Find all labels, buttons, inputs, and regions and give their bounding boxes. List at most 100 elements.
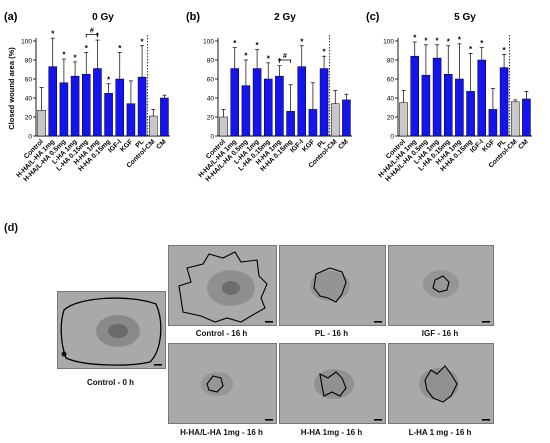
bar [81,74,91,137]
bar [148,115,158,137]
micrograph-pl-16h [279,245,386,326]
bar [319,68,329,137]
significance-star: * [503,46,507,55]
y-tick-label: 60 [387,77,395,84]
panel-label: (b) [186,11,200,23]
photo-caption: Control - 16 h [195,329,248,338]
significance-star: * [458,35,462,44]
micrograph-control-0h [57,291,166,369]
y-tick-label: 60 [25,77,33,84]
x-tick-label: PL [316,138,327,149]
bar [488,109,498,137]
bar [230,68,240,137]
y-tick-label: 100 [203,39,214,46]
bar [263,78,273,137]
panel-d-label: (d) [4,222,19,234]
bar [477,59,487,137]
y-tick-label: 40 [25,96,33,103]
y-tick-label: 80 [25,58,33,65]
y-tick-label: 60 [207,77,215,84]
bar [308,109,318,137]
bar [510,101,520,137]
y-tick-label: 0 [28,134,32,141]
significance-star: * [278,57,282,66]
x-tick-label: KGF [119,138,134,153]
y-tick-label: 0 [210,134,214,141]
significance-star: * [323,48,327,57]
significance-star: * [107,75,111,84]
bar [342,99,351,137]
y-tick-label: 40 [207,96,215,103]
micrograph-hha-lha-1mg-16h [168,343,277,424]
y-tick-label: 20 [25,115,33,122]
bar [93,68,102,137]
y-tick-label: 80 [207,58,215,65]
bar [219,116,228,137]
x-tick-label: CM [155,138,168,151]
bar [241,85,251,137]
bar [275,75,284,137]
photo-caption: PL - 16 h [314,329,349,338]
micrograph-igf-16h [388,245,494,326]
significance-star: * [256,41,260,50]
photo-caption: H-HA 1mg - 16 h [300,428,363,437]
bar [70,75,80,137]
charts-area: (a) 0 Gy 0 20 40 60 80 100 Closed wound area (%)… [4,11,532,183]
micrograph-lha-1mg-16h [388,343,494,424]
significance-star: * [447,37,451,46]
bar [330,103,340,137]
bar [455,78,464,137]
significance-star: * [469,45,473,54]
bar [37,110,46,137]
photo-caption: Control - 0 h [86,378,135,387]
micrograph-hha-1mg-16h [279,343,386,424]
bar [286,111,295,137]
significance-star: * [62,51,66,60]
x-tick-label: PL [496,138,507,149]
y-tick-label: 100 [383,39,394,46]
bar [443,74,453,137]
y-tick-label: 80 [387,58,395,65]
significance-star: * [51,30,55,39]
y-tick-label: 0 [390,134,394,141]
bar [126,103,136,137]
bar [499,67,509,137]
photo-caption: L-HA 1 mg - 16 h [408,428,472,437]
significance-bracket [279,59,291,63]
bracket-label: # [90,27,94,34]
x-tick-label: KGF [301,138,316,153]
panel-label: (a) [4,11,18,23]
y-tick-label: 100 [21,39,32,46]
significance-bracket [85,33,98,38]
bar [137,76,147,137]
significance-star: * [480,39,484,48]
bracket-label: # [283,53,287,60]
significance-star: * [300,37,304,46]
chart-panel: (a) 0 Gy 0 20 40 60 80 100 Closed wound area (%)… [4,11,170,183]
y-tick-label: 20 [387,115,395,122]
significance-star: * [85,44,89,53]
micrograph-control-16h [168,245,277,326]
significance-star: * [74,53,78,62]
chart-title: 2 Gy [274,12,296,23]
bar [252,68,262,137]
significance-star: * [267,54,271,63]
significance-star: * [436,36,440,45]
bar [421,74,431,137]
bar [48,66,58,137]
significance-star: * [413,33,417,42]
bar [115,78,125,137]
x-tick-label: PL [134,138,145,149]
x-tick-label: KGF [481,138,496,153]
bar [466,91,475,137]
chart-title: 0 Gy [92,12,114,23]
x-tick-label: CM [337,138,350,151]
significance-star: * [118,44,122,53]
photo-caption: IGF - 16 h [421,329,459,338]
photo-caption: H-HA/L-HA 1mg - 16 h [180,428,263,437]
bar [59,82,69,137]
significance-star: * [141,37,145,46]
significance-star: * [96,32,100,41]
